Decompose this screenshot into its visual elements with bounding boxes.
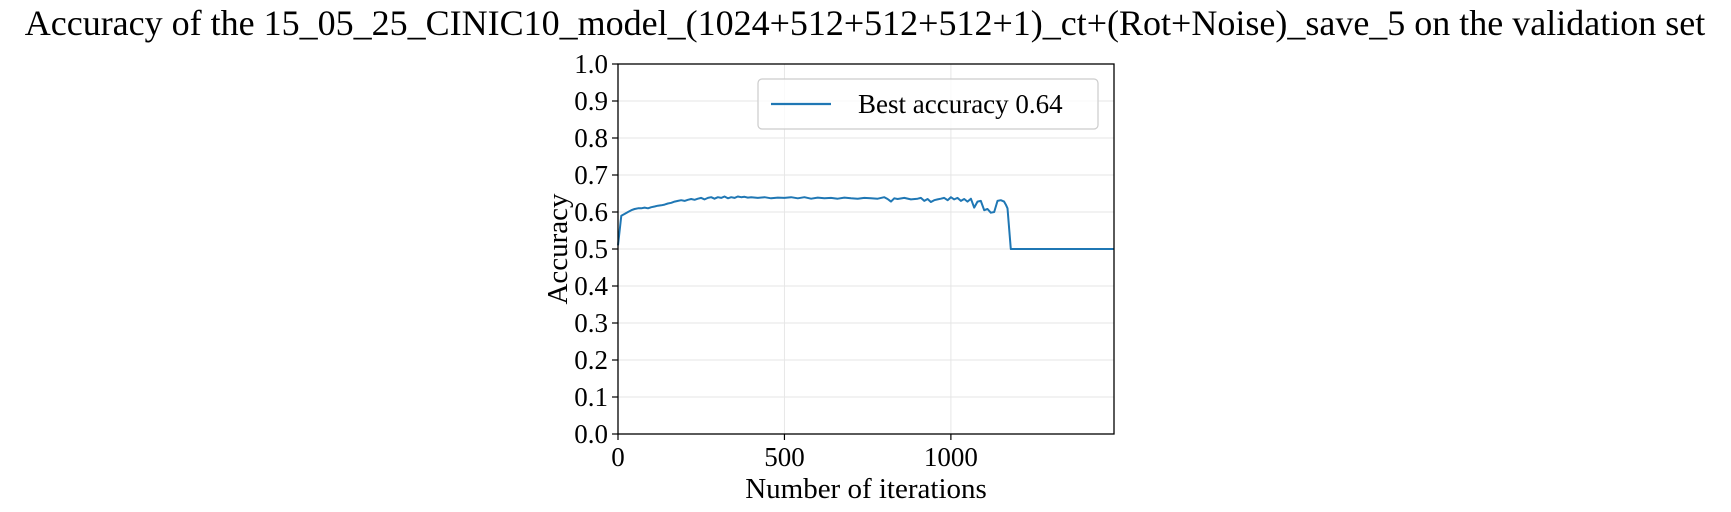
y-tick-label: 0.5 <box>574 234 608 264</box>
axis-ticks: 0.0 0.1 0.2 0.3 0.4 0.5 0.6 0.7 0.8 0.9 1.0 0 500 100… <box>574 49 978 472</box>
y-tick-label: 0.2 <box>574 345 608 375</box>
y-tick-label: 0.6 <box>574 197 608 227</box>
x-tick-label: 500 <box>764 442 805 472</box>
y-tick-label: 0.0 <box>574 419 608 449</box>
x-tick-label: 1000 <box>924 442 978 472</box>
x-axis-label: Number of iterations <box>745 473 987 505</box>
y-axis-label: Accuracy <box>542 193 574 305</box>
series-layer <box>617 195 1114 250</box>
series-line <box>617 195 1114 250</box>
y-tick-label: 0.4 <box>574 271 608 301</box>
y-tick-label: 0.3 <box>574 308 608 338</box>
y-tick-label: 1.0 <box>574 49 608 79</box>
chart-title: Accuracy of the 15_05_25_CINIC10_model_(… <box>25 3 1706 43</box>
y-tick-label: 0.9 <box>574 86 608 116</box>
y-tick-label: 0.7 <box>574 160 608 190</box>
legend-label: Best accuracy 0.64 <box>858 89 1063 119</box>
x-tick-label: 0 <box>611 442 625 472</box>
legend: Best accuracy 0.64 <box>757 78 1099 130</box>
legend-box <box>757 78 1099 130</box>
y-tick-label: 0.8 <box>574 123 608 153</box>
y-tick-label: 0.1 <box>574 382 608 412</box>
